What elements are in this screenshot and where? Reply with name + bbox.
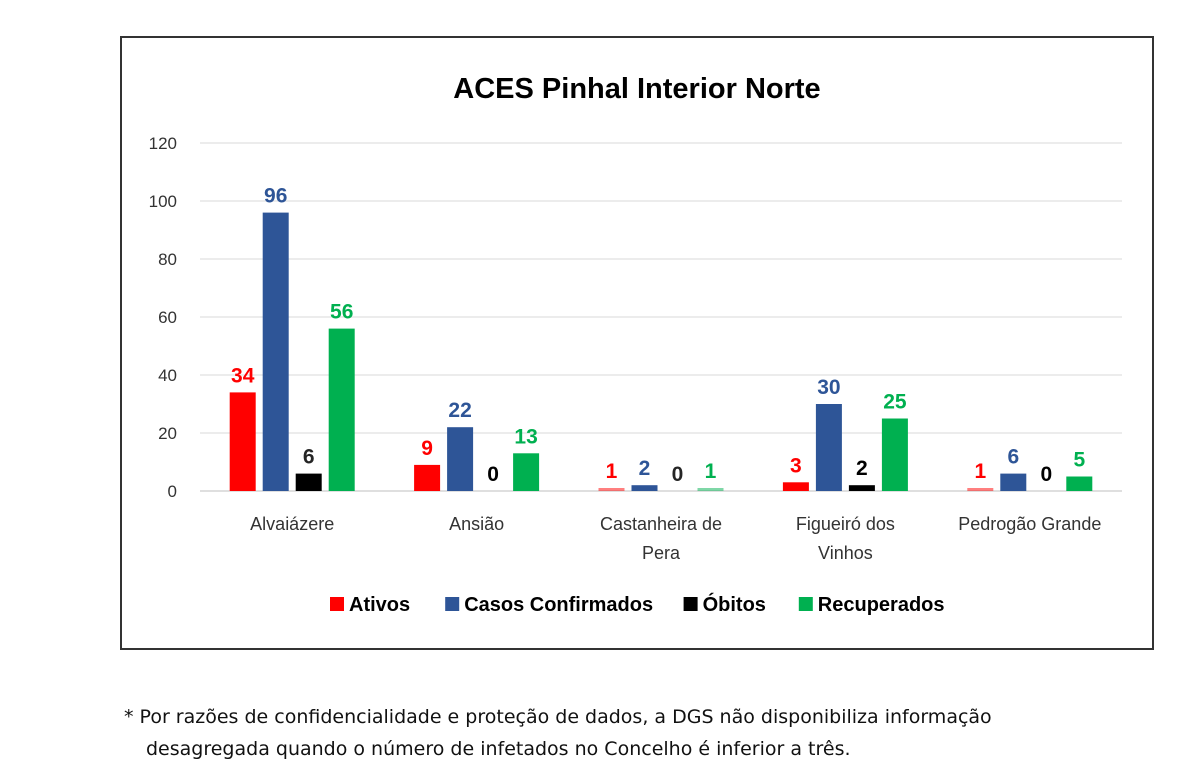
- data-label: 6: [303, 446, 315, 469]
- data-label: 34: [231, 364, 255, 387]
- bar-recuperados: [881, 418, 908, 491]
- y-tick-label: 120: [149, 134, 177, 153]
- bar-casos-confirmados: [815, 404, 842, 491]
- x-tick-label: Pera: [642, 543, 681, 563]
- legend-swatch: [683, 597, 698, 611]
- bar-chart: ACES Pinhal Interior Norte02040608010012…: [149, 73, 1122, 616]
- data-label: 6: [1007, 446, 1019, 469]
- x-tick-label: Ansião: [449, 514, 504, 534]
- x-tick-label: Alvaiázere: [250, 514, 334, 534]
- legend-swatch: [798, 597, 813, 611]
- data-label: 2: [639, 457, 651, 480]
- y-tick-label: 0: [168, 482, 177, 501]
- data-label: 30: [817, 376, 840, 399]
- chart-frame: ACES Pinhal Interior Norte 0 20 40 60 80 100 12…: [120, 36, 1154, 650]
- data-label: 22: [448, 399, 471, 422]
- y-tick-label: 100: [149, 192, 177, 211]
- bar-casos-confirmados: [631, 485, 658, 491]
- bar-recuperados: [1066, 476, 1093, 491]
- data-label: 3: [790, 454, 802, 477]
- bar-ativos: [967, 488, 994, 491]
- data-label: 1: [705, 460, 717, 483]
- bar-ativos: [414, 464, 441, 491]
- data-label: 13: [514, 425, 537, 448]
- data-label: 0: [487, 463, 499, 486]
- y-tick-label: 60: [158, 308, 177, 327]
- x-tick-label: Figueiró dos: [796, 514, 895, 534]
- data-label: 56: [330, 301, 353, 324]
- x-tick-label: Pedrogão Grande: [958, 514, 1101, 534]
- bar-ativos: [229, 392, 256, 491]
- legend-label: Ativos: [349, 594, 410, 616]
- x-tick-label: Vinhos: [818, 543, 873, 563]
- legend-label: Óbitos: [703, 592, 766, 616]
- x-tick-label: Castanheira de: [600, 514, 722, 534]
- bar-ativos: [598, 488, 625, 491]
- bar-óbitos: [848, 485, 875, 491]
- bar-casos-confirmados: [447, 427, 474, 491]
- legend-label: Recuperados: [818, 594, 945, 616]
- y-tick-label: 20: [158, 424, 177, 443]
- y-tick-label: 40: [158, 366, 177, 385]
- footnote-line-2: desagregada quando o número de infetados…: [146, 738, 851, 760]
- chart-title: ACES Pinhal Interior Norte: [453, 73, 820, 105]
- bar-recuperados: [513, 453, 540, 491]
- data-label: 25: [883, 391, 907, 414]
- data-label: 0: [672, 463, 684, 486]
- data-label: 9: [421, 437, 433, 460]
- footnote-line-1: * Por razões de confidencialidade e prot…: [124, 706, 992, 728]
- data-label: 2: [856, 457, 868, 480]
- y-tick-label: 80: [158, 250, 177, 269]
- legend-swatch: [330, 597, 344, 611]
- bar-recuperados: [697, 488, 724, 491]
- bar-óbitos: [295, 473, 322, 491]
- data-label: 1: [974, 460, 986, 483]
- data-label: 5: [1073, 449, 1085, 472]
- bar-ativos: [782, 482, 809, 491]
- legend-swatch: [445, 597, 460, 611]
- bar-recuperados: [328, 328, 355, 491]
- data-label: 0: [1040, 463, 1052, 486]
- bar-casos-confirmados: [1000, 473, 1027, 491]
- data-label: 1: [606, 460, 618, 483]
- data-label: 96: [264, 185, 287, 208]
- legend-label: Casos Confirmados: [464, 594, 653, 616]
- bar-casos-confirmados: [262, 212, 289, 491]
